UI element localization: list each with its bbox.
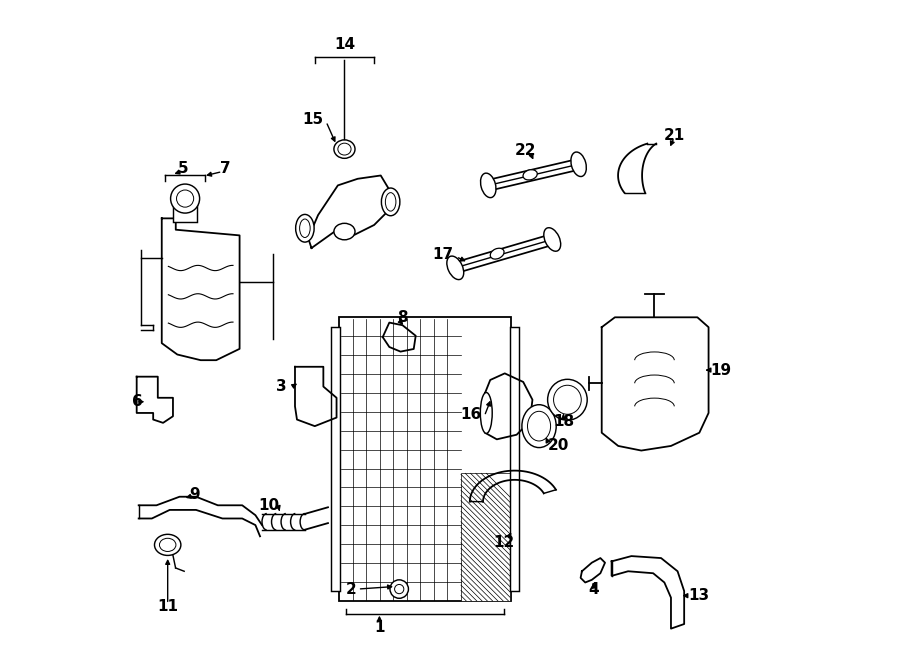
Polygon shape	[612, 556, 684, 629]
Ellipse shape	[544, 227, 561, 251]
Text: 2: 2	[346, 582, 356, 597]
Polygon shape	[308, 175, 391, 248]
Bar	[331, 327, 340, 591]
Ellipse shape	[481, 393, 492, 434]
Ellipse shape	[338, 143, 351, 155]
Polygon shape	[295, 367, 337, 426]
Ellipse shape	[523, 170, 537, 180]
Bar	[173, 202, 197, 221]
Ellipse shape	[296, 214, 314, 242]
Polygon shape	[602, 317, 708, 451]
Ellipse shape	[527, 411, 551, 441]
Text: 14: 14	[334, 38, 355, 52]
Ellipse shape	[446, 256, 464, 280]
Text: 19: 19	[710, 363, 732, 377]
Text: 20: 20	[547, 438, 569, 453]
Ellipse shape	[491, 249, 504, 259]
Ellipse shape	[382, 188, 400, 215]
Text: 21: 21	[663, 128, 685, 143]
Circle shape	[394, 584, 404, 594]
Text: 1: 1	[374, 620, 384, 635]
Ellipse shape	[554, 385, 581, 414]
Text: 17: 17	[432, 247, 454, 262]
Text: 10: 10	[258, 498, 279, 513]
Polygon shape	[485, 373, 533, 440]
Text: 22: 22	[515, 143, 536, 158]
Text: 8: 8	[397, 310, 408, 325]
Ellipse shape	[481, 173, 496, 198]
Ellipse shape	[300, 219, 310, 237]
Ellipse shape	[334, 223, 355, 240]
Text: 18: 18	[553, 414, 574, 429]
Circle shape	[171, 184, 200, 213]
Text: 16: 16	[461, 407, 482, 422]
Polygon shape	[162, 218, 239, 360]
Circle shape	[390, 580, 409, 598]
Text: 12: 12	[493, 535, 515, 551]
Circle shape	[176, 190, 194, 207]
Text: 7: 7	[220, 161, 231, 176]
Ellipse shape	[571, 152, 586, 176]
Bar	[510, 327, 518, 591]
Polygon shape	[382, 323, 416, 352]
Polygon shape	[580, 558, 605, 582]
Bar	[339, 317, 510, 601]
Text: 5: 5	[177, 161, 188, 176]
Ellipse shape	[385, 192, 396, 211]
Ellipse shape	[547, 379, 587, 420]
Text: 11: 11	[158, 599, 178, 613]
Text: 3: 3	[276, 379, 287, 394]
Polygon shape	[618, 143, 656, 193]
Bar	[461, 473, 510, 601]
Ellipse shape	[159, 538, 176, 551]
Text: 15: 15	[302, 112, 323, 127]
Text: 6: 6	[132, 393, 143, 408]
Ellipse shape	[522, 405, 556, 447]
Text: 9: 9	[189, 486, 200, 502]
Ellipse shape	[155, 534, 181, 555]
Text: 13: 13	[688, 588, 710, 603]
Ellipse shape	[334, 140, 355, 159]
Text: 4: 4	[589, 582, 599, 598]
